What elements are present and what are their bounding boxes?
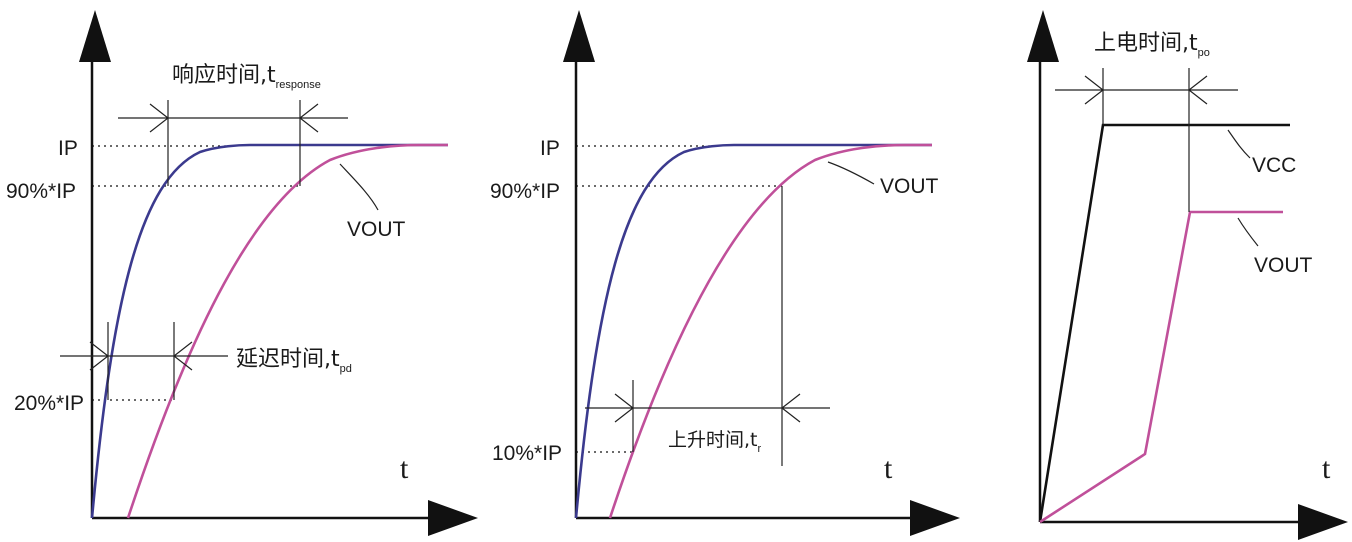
vcc-leader	[1227, 129, 1251, 159]
vcc-curve	[1038, 123, 1290, 523]
panel-power-up-time: VCC VOUT t 上电时间,tpo	[1027, 10, 1348, 540]
vout-leader	[339, 163, 379, 211]
ip90-label: 90%*IP	[490, 180, 560, 203]
time-axis-label: t	[400, 452, 409, 485]
vout-leader	[827, 161, 875, 185]
vout-curve	[1039, 210, 1283, 524]
ip10-label: 10%*IP	[492, 442, 562, 465]
response-right-arrow	[299, 103, 348, 133]
vcc-label: VCC	[1252, 154, 1296, 177]
vout-label: VOUT	[347, 218, 406, 241]
ip-label: IP	[58, 137, 78, 160]
power-up-time-label: 上电时间,tpo	[1094, 31, 1210, 59]
panel-rise-time: IP 90%*IP 10%*IP VOUT t 上升时间,tr	[490, 10, 960, 536]
vout-leader	[1237, 217, 1259, 247]
delay-left-arrow	[60, 341, 109, 371]
x-axis-arrow	[1298, 504, 1348, 540]
time-axis-label: t	[1322, 452, 1331, 485]
rise-time-label: 上升时间,tr	[668, 429, 762, 455]
input-curve	[90, 143, 448, 519]
rise-left-arrow	[585, 393, 634, 423]
vout-curve	[608, 143, 932, 519]
panel-response-time: IP 90%*IP 20%*IP VOUT t 响应时间,tresponse 延…	[6, 10, 478, 536]
ip90-label: 90%*IP	[6, 180, 76, 203]
rise-right-arrow	[781, 393, 830, 423]
x-axis-arrow	[428, 500, 478, 536]
vout-label: VOUT	[1254, 254, 1313, 277]
y-axis-arrow	[79, 10, 111, 62]
y-axis-arrow	[1027, 10, 1059, 62]
y-axis-arrow	[563, 10, 595, 62]
vout-curve	[126, 143, 448, 519]
ip-label: IP	[540, 137, 560, 160]
vout-label: VOUT	[880, 175, 939, 198]
power-up-left-arrow	[1055, 75, 1104, 105]
delay-right-arrow	[173, 341, 228, 371]
input-curve	[574, 143, 932, 519]
ip20-label: 20%*IP	[14, 392, 84, 415]
delay-time-label: 延迟时间,tpd	[236, 347, 352, 375]
x-axis-arrow	[910, 500, 960, 536]
response-left-arrow	[118, 103, 169, 133]
time-axis-label: t	[884, 452, 893, 485]
response-time-label: 响应时间,tresponse	[172, 63, 321, 91]
power-up-right-arrow	[1188, 75, 1238, 105]
